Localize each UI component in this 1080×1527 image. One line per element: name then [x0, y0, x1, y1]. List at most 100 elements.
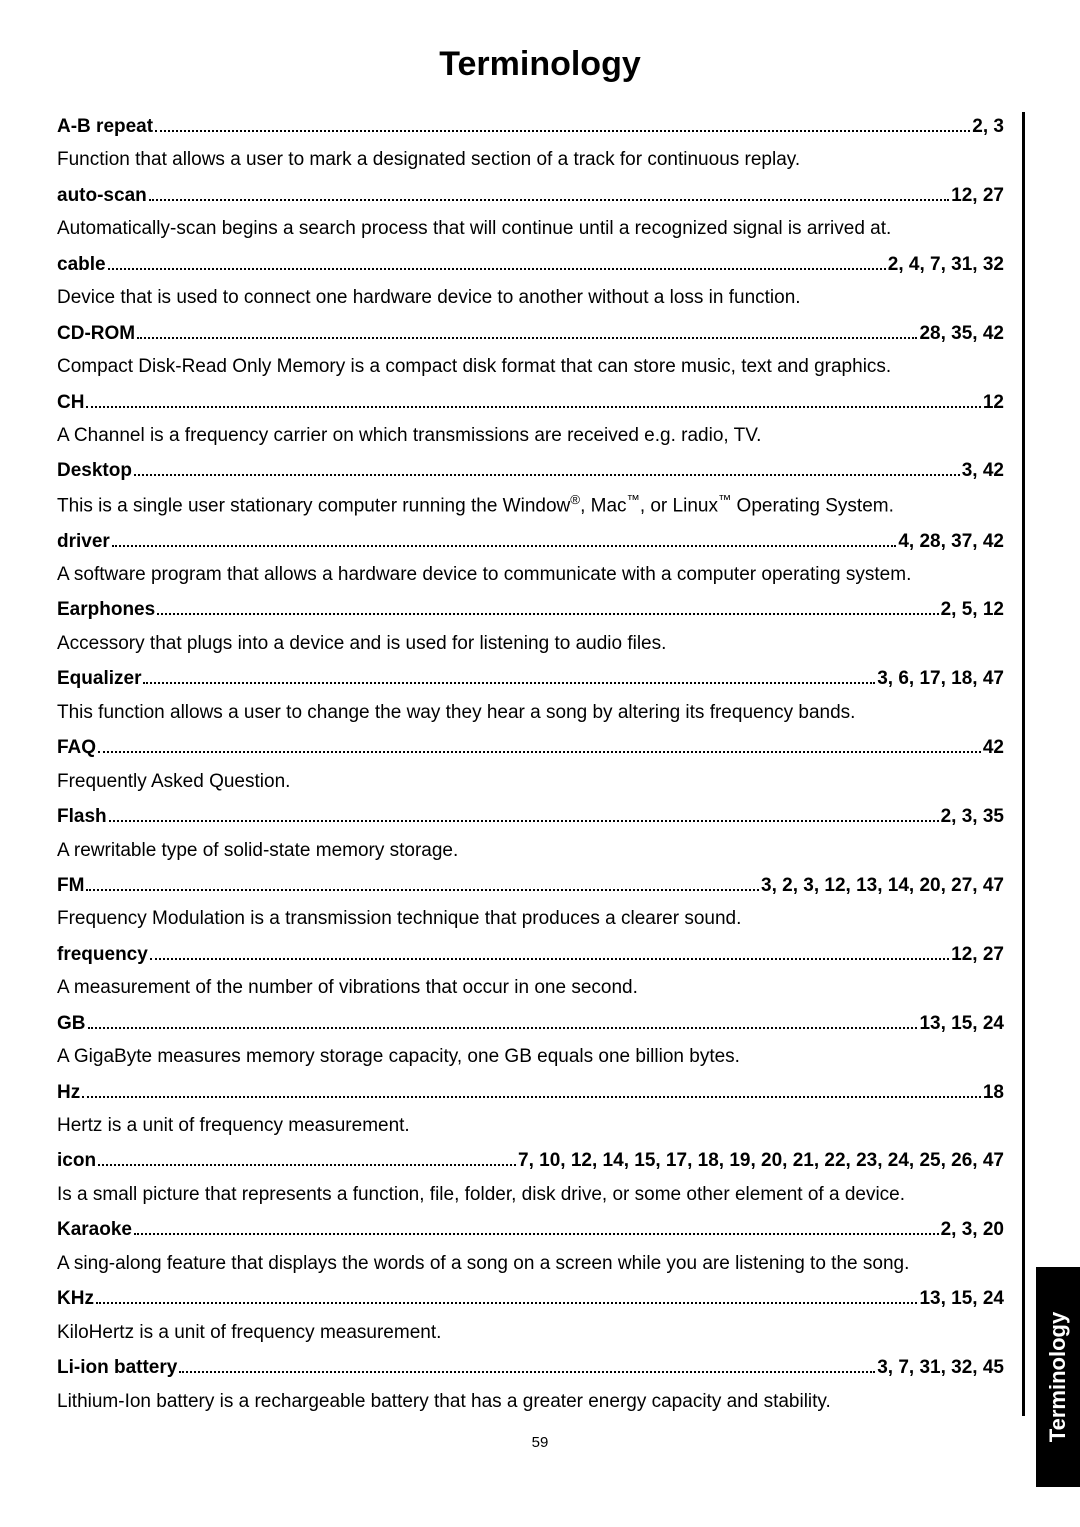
leader-dots	[108, 253, 886, 270]
term: A-B repeat	[57, 112, 153, 141]
term-line: A-B repeat 2, 3	[57, 112, 1004, 141]
term: auto-scan	[57, 181, 147, 210]
terminology-entry: Karaoke 2, 3, 20 A sing-along feature that…	[57, 1215, 1004, 1278]
terminology-list: A-B repeat 2, 3 Function that allows a use…	[55, 112, 1025, 1416]
term-line: Desktop3, 42	[57, 456, 1004, 485]
terminology-entry: frequency 12, 27 A measurement of the numb…	[57, 940, 1004, 1003]
leader-dots	[157, 598, 938, 615]
term-line: Karaoke 2, 3, 20	[57, 1215, 1004, 1244]
term-description: Frequency Modulation is a transmission t…	[57, 904, 1004, 933]
leader-dots	[96, 1287, 918, 1304]
term-description: A GigaByte measures memory storage capac…	[57, 1042, 1004, 1071]
term: CH	[57, 388, 84, 417]
term: Hz	[57, 1078, 80, 1107]
leader-dots	[150, 943, 949, 960]
term: frequency	[57, 940, 148, 969]
terminology-entry: KHz13, 15, 24 KiloHertz is a unit of freq…	[57, 1284, 1004, 1347]
leader-dots	[109, 805, 939, 822]
term-description: Accessory that plugs into a device and i…	[57, 629, 1004, 658]
terminology-entry: FM 3, 2, 3, 12, 13, 14, 20, 27, 47 Frequen…	[57, 871, 1004, 934]
term-description: Function that allows a user to mark a de…	[57, 145, 1004, 174]
page-refs: 12, 27	[951, 940, 1004, 969]
term-line: Li-ion battery 3, 7, 31, 32, 45	[57, 1353, 1004, 1382]
terminology-entry: cable 2, 4, 7, 31, 32 Device that is used …	[57, 250, 1004, 313]
term-line: GB 13, 15, 24	[57, 1009, 1004, 1038]
term: cable	[57, 250, 106, 279]
leader-dots	[155, 115, 970, 132]
page-refs: 12, 27	[951, 181, 1004, 210]
term: driver	[57, 527, 110, 556]
term-line: CH12	[57, 388, 1004, 417]
term-description: Automatically-scan begins a search proce…	[57, 214, 1004, 243]
terminology-entry: Equalizer3, 6, 17, 18, 47 This function a…	[57, 664, 1004, 727]
leader-dots	[134, 1218, 939, 1235]
page-refs: 3, 42	[962, 456, 1004, 485]
page-refs: 2, 4, 7, 31, 32	[888, 250, 1004, 279]
term-description: Compact Disk-Read Only Memory is a compa…	[57, 352, 1004, 381]
leader-dots	[86, 390, 980, 407]
term-description: A rewritable type of solid-state memory …	[57, 836, 1004, 865]
leader-dots	[134, 459, 960, 476]
term-description: This function allows a user to change th…	[57, 698, 1004, 727]
term-line: Flash 2, 3, 35	[57, 802, 1004, 831]
term: FAQ	[57, 733, 96, 762]
page-refs: 13, 15, 24	[919, 1009, 1004, 1038]
term-line: Earphones 2, 5, 12	[57, 595, 1004, 624]
term: Karaoke	[57, 1215, 132, 1244]
term-description: Device that is used to connect one hardw…	[57, 283, 1004, 312]
term-description: A measurement of the number of vibration…	[57, 973, 1004, 1002]
term-description: Is a small picture that represents a fun…	[57, 1180, 1004, 1209]
terminology-entry: CH12 A Channel is a frequency carrier on …	[57, 388, 1004, 451]
term-line: FM 3, 2, 3, 12, 13, 14, 20, 27, 47	[57, 871, 1004, 900]
terminology-entry: GB 13, 15, 24 A GigaByte measures memory …	[57, 1009, 1004, 1072]
term-line: driver 4, 28, 37, 42	[57, 527, 1004, 556]
terminology-entry: A-B repeat 2, 3 Function that allows a use…	[57, 112, 1004, 175]
terminology-entry: Earphones 2, 5, 12 Accessory that plugs i…	[57, 595, 1004, 658]
page-refs: 2, 3, 20	[941, 1215, 1004, 1244]
page-refs: 42	[983, 733, 1004, 762]
page-refs: 3, 7, 31, 32, 45	[877, 1353, 1004, 1382]
page-title: Terminology	[55, 45, 1025, 84]
term-line: Hz 18	[57, 1078, 1004, 1107]
page-refs: 4, 28, 37, 42	[898, 527, 1004, 556]
term-line: KHz13, 15, 24	[57, 1284, 1004, 1313]
leader-dots	[88, 1012, 918, 1029]
terminology-entry: auto-scan 12, 27 Automatically-scan begins…	[57, 181, 1004, 244]
leader-dots	[149, 184, 949, 201]
term: CD-ROM	[57, 319, 135, 348]
terminology-entry: CD-ROM 28, 35, 42 Compact Disk-Read Only M…	[57, 319, 1004, 382]
terminology-entry: Flash 2, 3, 35 A rewritable type of solid…	[57, 802, 1004, 865]
page-number: 59	[55, 1434, 1025, 1451]
terminology-entry: Desktop3, 42This is a single user statio…	[57, 456, 1004, 520]
term: Equalizer	[57, 664, 141, 693]
page-refs: 2, 3	[972, 112, 1004, 141]
term: Flash	[57, 802, 107, 831]
page: Terminology A-B repeat 2, 3 Function that …	[0, 0, 1080, 1527]
leader-dots	[179, 1356, 875, 1373]
term: Li-ion battery	[57, 1353, 177, 1382]
terminology-entry: icon 7, 10, 12, 14, 15, 17, 18, 19, 20, …	[57, 1146, 1004, 1209]
leader-dots	[98, 1149, 516, 1166]
term: FM	[57, 871, 84, 900]
term-line: icon 7, 10, 12, 14, 15, 17, 18, 19, 20, …	[57, 1146, 1004, 1175]
term-description: Lithium-Ion battery is a rechargeable ba…	[57, 1387, 1004, 1416]
term-description: KiloHertz is a unit of frequency measure…	[57, 1318, 1004, 1347]
term-line: auto-scan 12, 27	[57, 181, 1004, 210]
term: GB	[57, 1009, 86, 1038]
page-refs: 28, 35, 42	[919, 319, 1004, 348]
term-description: A software program that allows a hardwar…	[57, 560, 1004, 589]
page-refs: 2, 5, 12	[941, 595, 1004, 624]
term-description: A sing-along feature that displays the w…	[57, 1249, 1004, 1278]
term-line: Equalizer3, 6, 17, 18, 47	[57, 664, 1004, 693]
leader-dots	[143, 667, 875, 684]
term-description: A Channel is a frequency carrier on whic…	[57, 421, 1004, 450]
terminology-entry: FAQ 42Frequently Asked Question.	[57, 733, 1004, 796]
terminology-entry: Li-ion battery 3, 7, 31, 32, 45 Lithium-Io…	[57, 1353, 1004, 1416]
section-tab: Terminology	[1036, 1267, 1080, 1487]
section-tab-label: Terminology	[1045, 1312, 1071, 1442]
page-refs: 13, 15, 24	[919, 1284, 1004, 1313]
term-line: CD-ROM 28, 35, 42	[57, 319, 1004, 348]
term-line: cable 2, 4, 7, 31, 32	[57, 250, 1004, 279]
page-refs: 3, 2, 3, 12, 13, 14, 20, 27, 47	[761, 871, 1004, 900]
term: Earphones	[57, 595, 155, 624]
